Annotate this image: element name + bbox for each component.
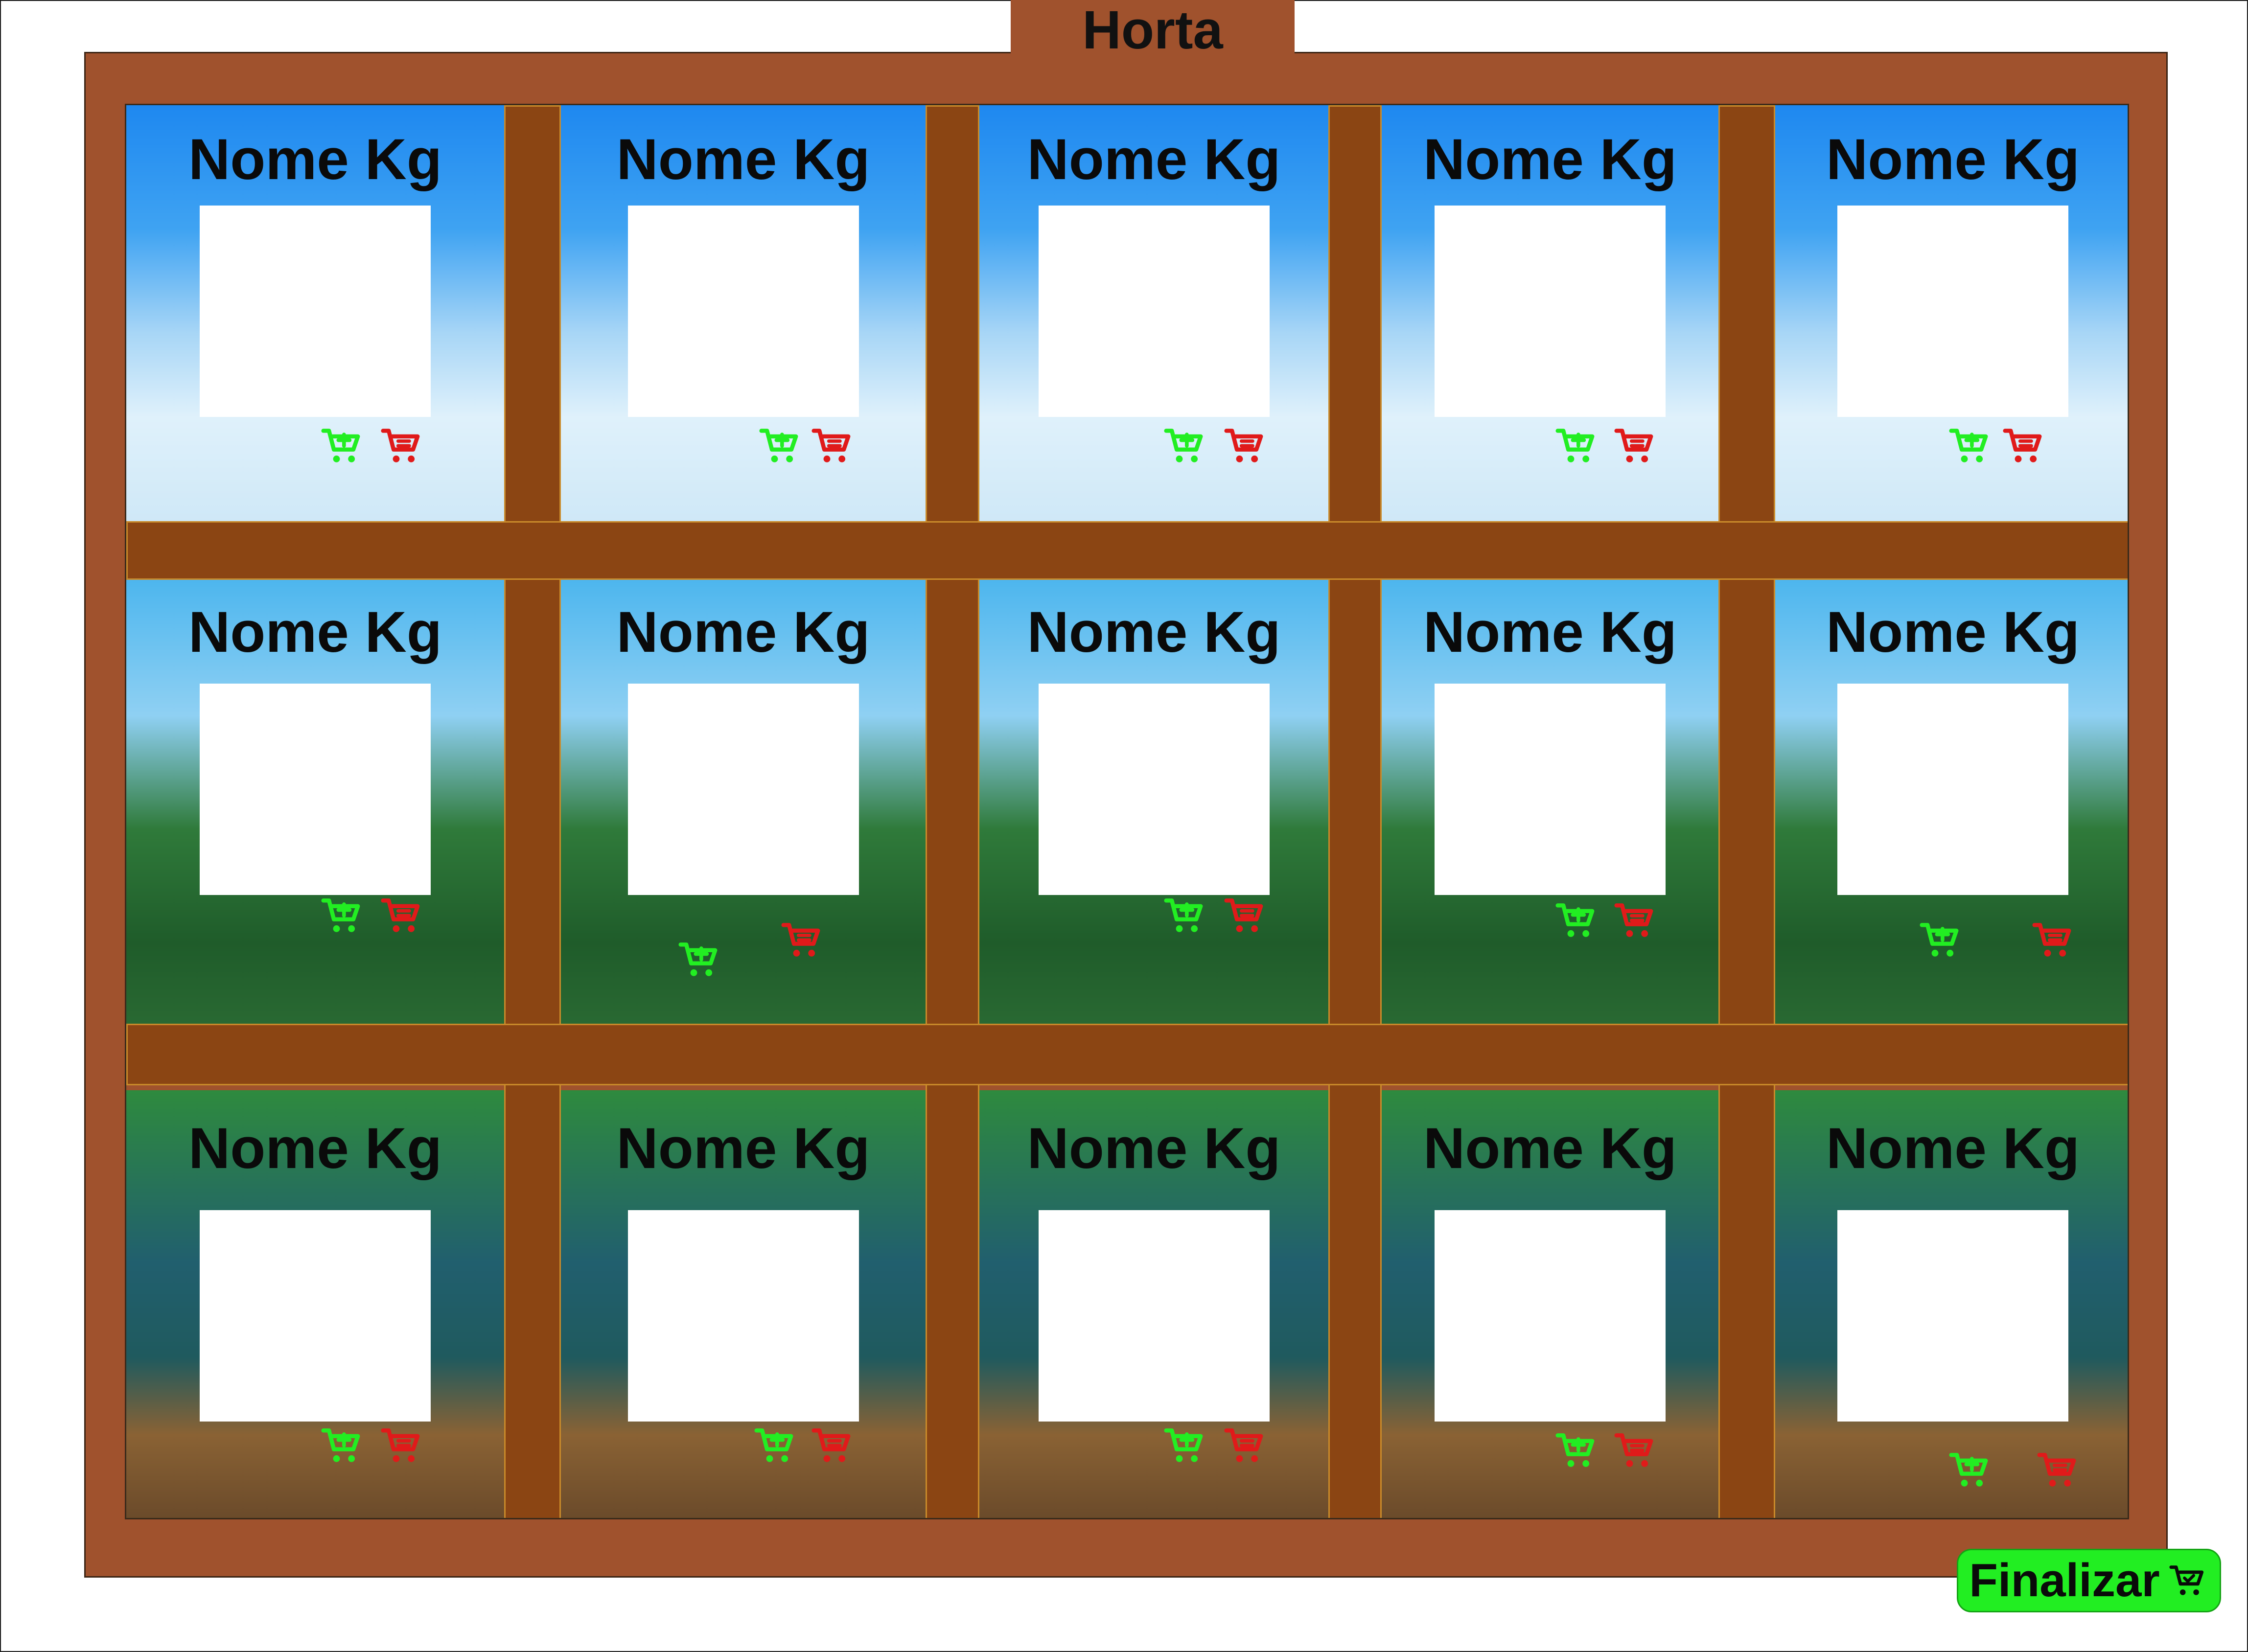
product-image-slot: [200, 1210, 431, 1422]
cart-plus-icon[interactable]: [1947, 1447, 1993, 1492]
cart-minus-icon[interactable]: [1612, 1428, 1659, 1473]
product-image-slot: [200, 206, 431, 417]
cart-minus-icon[interactable]: [378, 893, 425, 938]
product-label: Nome Kg: [1423, 1116, 1677, 1181]
product-image-slot: [1039, 206, 1270, 417]
product-image-slot: [200, 684, 431, 895]
product-card: Nome Kg: [1775, 1090, 2128, 1518]
product-image-slot: [1837, 684, 2068, 895]
product-card: Nome Kg: [126, 1090, 504, 1518]
product-image-slot: [628, 684, 859, 895]
product-label: Nome Kg: [188, 127, 442, 192]
cart-minus-icon[interactable]: [2000, 423, 2047, 468]
cart-plus-icon[interactable]: [676, 937, 723, 982]
product-label: Nome Kg: [1423, 127, 1677, 192]
shop-grid: Nome Kg Nome Kg Nome Kg Nome Kg Nome Kg Nome …: [125, 104, 2129, 1519]
product-card: Nome Kg: [979, 580, 1328, 1033]
cart-minus-icon[interactable]: [378, 1423, 425, 1468]
cart-plus-icon[interactable]: [319, 423, 366, 468]
product-card: Nome Kg: [1775, 105, 2128, 521]
vertical-shelf-beam: [1718, 105, 1775, 1518]
cart-plus-icon[interactable]: [1947, 423, 1993, 468]
vertical-shelf-beam: [1328, 105, 1382, 1518]
cart-minus-icon[interactable]: [1612, 423, 1659, 468]
cart-minus-icon[interactable]: [809, 423, 856, 468]
product-card: Nome Kg: [561, 580, 926, 1033]
cart-minus-icon[interactable]: [2030, 918, 2077, 963]
cart-plus-icon[interactable]: [319, 893, 366, 938]
cart-plus-icon[interactable]: [1553, 898, 1600, 943]
cart-plus-icon[interactable]: [1161, 1423, 1208, 1468]
cart-minus-icon[interactable]: [1222, 1423, 1269, 1468]
cart-plus-icon[interactable]: [1553, 1428, 1600, 1473]
product-label: Nome Kg: [616, 1116, 870, 1181]
product-label: Nome Kg: [616, 600, 870, 665]
product-image-slot: [1039, 684, 1270, 895]
product-label: Nome Kg: [1027, 127, 1281, 192]
cart-plus-icon[interactable]: [752, 1423, 799, 1468]
product-label: Nome Kg: [1027, 1116, 1281, 1181]
horizontal-shelf-beam: [126, 1024, 2128, 1085]
cart-minus-icon[interactable]: [779, 918, 826, 963]
product-card: Nome Kg: [1382, 105, 1718, 521]
product-card: Nome Kg: [561, 105, 926, 521]
product-image-slot: [1435, 206, 1666, 417]
product-label: Nome Kg: [616, 127, 870, 192]
cart-plus-icon[interactable]: [1161, 893, 1208, 938]
product-label: Nome Kg: [1826, 1116, 2080, 1181]
cart-plus-icon[interactable]: [319, 1423, 366, 1468]
product-label: Nome Kg: [188, 1116, 442, 1181]
product-card: Nome Kg: [979, 1090, 1328, 1518]
vertical-shelf-beam: [504, 105, 561, 1518]
product-image-slot: [628, 1210, 859, 1422]
cart-check-icon: [2169, 1565, 2203, 1595]
product-card: Nome Kg: [1382, 1090, 1718, 1518]
page-title: Horta: [1082, 0, 1223, 60]
product-label: Nome Kg: [1826, 600, 2080, 665]
product-image-slot: [1435, 1210, 1666, 1422]
finalize-label: Finalizar: [1969, 1554, 2160, 1606]
product-card: Nome Kg: [126, 105, 504, 521]
vertical-shelf-beam: [926, 105, 979, 1518]
cart-plus-icon[interactable]: [757, 423, 804, 468]
cart-plus-icon[interactable]: [1161, 423, 1208, 468]
cart-minus-icon[interactable]: [2035, 1447, 2082, 1492]
product-image-slot: [1039, 1210, 1270, 1422]
product-label: Nome Kg: [1423, 600, 1677, 665]
finalize-button[interactable]: Finalizar: [1957, 1549, 2221, 1612]
title-tab: Horta: [1011, 0, 1295, 58]
horizontal-shelf-beam: [126, 521, 2128, 580]
cart-minus-icon[interactable]: [809, 1423, 856, 1468]
product-card: Nome Kg: [1382, 580, 1718, 1033]
product-label: Nome Kg: [1826, 127, 2080, 192]
cart-minus-icon[interactable]: [1222, 893, 1269, 938]
product-image-slot: [1837, 206, 2068, 417]
product-card: Nome Kg: [1775, 580, 2128, 1033]
cart-plus-icon[interactable]: [1917, 918, 1964, 963]
product-card: Nome Kg: [126, 580, 504, 1033]
cart-plus-icon[interactable]: [1553, 423, 1600, 468]
cart-minus-icon[interactable]: [1222, 423, 1269, 468]
product-card: Nome Kg: [979, 105, 1328, 521]
product-card: Nome Kg: [561, 1090, 926, 1518]
product-image-slot: [1837, 1210, 2068, 1422]
cart-minus-icon[interactable]: [378, 423, 425, 468]
cart-minus-icon[interactable]: [1612, 898, 1659, 943]
product-label: Nome Kg: [1027, 600, 1281, 665]
product-image-slot: [1435, 684, 1666, 895]
product-label: Nome Kg: [188, 600, 442, 665]
product-image-slot: [628, 206, 859, 417]
